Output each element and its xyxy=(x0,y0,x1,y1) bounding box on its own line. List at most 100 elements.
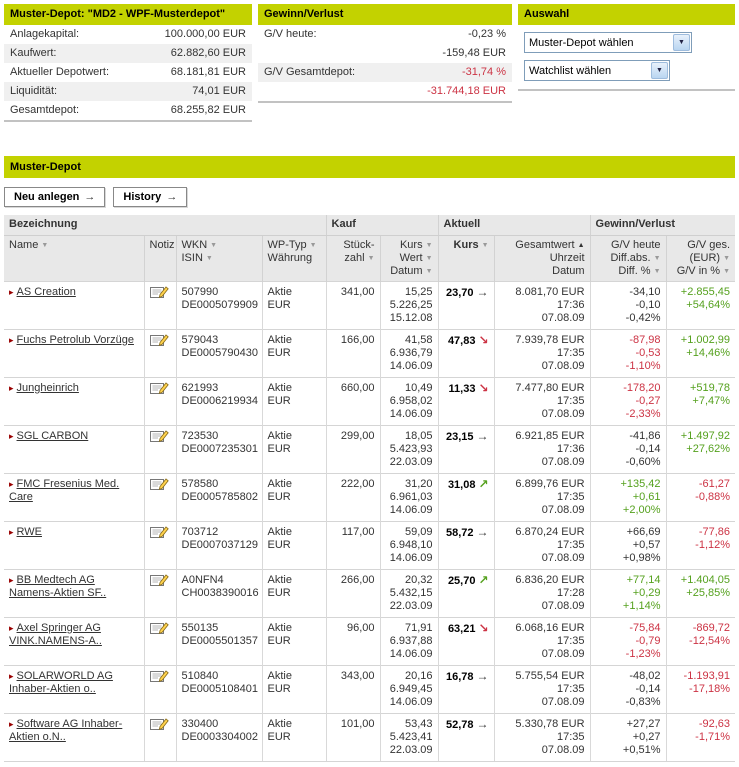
depot-summary-panel: Muster-Depot: "MD2 - WPF-Musterdepot" An… xyxy=(4,4,252,122)
column-header-wptyp[interactable]: WP-Typ ▼ Währung xyxy=(261,235,327,281)
gv-heute-diff-value: +0,61 xyxy=(632,490,661,503)
bullet-icon: ▸ xyxy=(9,430,14,441)
gv-ges-pct-value: -17,18% xyxy=(689,682,731,695)
name-cell: ▸ RWE xyxy=(4,520,144,569)
header-label: Wert xyxy=(399,251,423,264)
gv-heute-diff-value: -0,14 xyxy=(635,682,661,695)
stueckzahl-value: 117,00 xyxy=(341,525,375,538)
sort-descending-icon[interactable]: ▼ xyxy=(653,254,661,262)
column-header-kauf[interactable]: Kurs ▼ Wert ▼ Datum ▼ xyxy=(379,235,439,281)
sort-descending-icon[interactable]: ▼ xyxy=(425,254,433,262)
sort-ascending-icon[interactable]: ▲ xyxy=(577,241,585,249)
column-header-gv-heute[interactable]: G/V heute Diff.abs. ▼ Diff. % ▼ xyxy=(589,235,667,281)
summary-value: -0,23 % xyxy=(468,28,506,40)
summary-value: 68.255,82 EUR xyxy=(170,104,246,116)
uhrzeit-value: 17:35 xyxy=(557,490,585,503)
gv-ges-pct-value: -1,71% xyxy=(695,730,731,743)
sort-descending-icon[interactable]: ▼ xyxy=(425,241,433,249)
note-edit-icon[interactable] xyxy=(149,285,169,303)
position-name-link[interactable]: Fuchs Petrolub Vorzüge xyxy=(16,333,134,346)
waehrung-value: EUR xyxy=(267,346,291,359)
note-edit-icon[interactable] xyxy=(149,381,169,399)
position-row: ▸ Software AG Inhaber-Aktien o.N.. 330400… xyxy=(4,712,736,762)
musterdepot-select[interactable]: Muster-Depot wählen ▼ xyxy=(524,32,692,53)
column-header-gesamtwert[interactable]: Gesamtwert ▲ Uhrzeit Datum xyxy=(493,235,591,281)
position-name-link[interactable]: SGL CARBON xyxy=(16,429,89,442)
sort-descending-icon[interactable]: ▼ xyxy=(205,254,213,262)
sort-descending-icon[interactable]: ▼ xyxy=(41,241,49,249)
position-name-link[interactable]: SOLARWORLD AG Inhaber-Aktien o.. xyxy=(9,669,113,695)
note-edit-icon[interactable] xyxy=(149,477,169,495)
position-name-link[interactable]: FMC Fresenius Med. Care xyxy=(9,477,120,503)
wp-typ-value: Aktie xyxy=(267,525,292,538)
position-row: ▸ SGL CARBON 723530 DE0007235301 Aktie EUR 29… xyxy=(4,424,736,473)
column-group-header: Kauf xyxy=(325,215,439,236)
gv-heute-cell: -48,02 -0,14 -0,83% xyxy=(589,664,667,713)
note-edit-icon[interactable] xyxy=(149,669,169,687)
column-header-notiz[interactable]: Notiz xyxy=(143,235,176,281)
sort-descending-icon[interactable]: ▼ xyxy=(481,241,489,249)
position-name-link[interactable]: AS Creation xyxy=(16,285,76,298)
gv-summary-row: -31.744,18 EUR xyxy=(258,82,512,101)
summary-label: Anlagekapital: xyxy=(10,28,80,40)
position-name-link[interactable]: BB Medtech AG Namens-Aktien SF.. xyxy=(9,573,107,599)
waehrung-value: EUR xyxy=(267,730,291,743)
sort-descending-icon[interactable]: ▼ xyxy=(723,267,731,275)
sort-descending-icon[interactable]: ▼ xyxy=(309,241,317,249)
stueckzahl-value: 96,00 xyxy=(346,621,375,634)
kauf-wert-value: 6.949,45 xyxy=(389,682,433,695)
notiz-cell xyxy=(143,280,176,329)
position-name-link[interactable]: Software AG Inhaber-Aktien o.N.. xyxy=(9,717,123,743)
datum-value: 07.08.09 xyxy=(541,407,585,420)
sort-descending-icon[interactable]: ▼ xyxy=(367,254,375,262)
gv-gesamt-cell: +1.497,92 +27,62% xyxy=(665,424,736,473)
sort-descending-icon[interactable]: ▼ xyxy=(425,267,433,275)
datum-value: 07.08.09 xyxy=(541,647,585,660)
sort-descending-icon[interactable]: ▼ xyxy=(653,267,661,275)
gesamtwert-value: 5.755,54 EUR xyxy=(515,669,585,682)
position-name-link[interactable]: Axel Springer AG VINK.NAMENS-A.. xyxy=(9,621,102,647)
bullet-icon: ▸ xyxy=(9,334,14,345)
note-edit-icon[interactable] xyxy=(149,429,169,447)
note-edit-icon[interactable] xyxy=(149,621,169,639)
watchlist-select[interactable]: Watchlist wählen ▼ xyxy=(524,60,670,81)
gv-heute-cell: -178,20 -0,27 -2,33% xyxy=(589,376,667,425)
gv-heute-pct-value: -1,23% xyxy=(625,647,661,660)
note-edit-icon[interactable] xyxy=(149,717,169,735)
history-button[interactable]: History → xyxy=(113,187,188,207)
neu-anlegen-button[interactable]: Neu anlegen → xyxy=(4,187,106,207)
sort-descending-icon[interactable]: ▼ xyxy=(210,241,218,249)
gv-ges-pct-value: +54,64% xyxy=(686,298,731,311)
gv-ges-pct-value: +7,47% xyxy=(692,394,731,407)
column-header-stueckzahl[interactable]: Stück-zahl ▼ xyxy=(325,235,381,281)
arrow-right-icon: → xyxy=(84,191,96,203)
column-header-name[interactable]: Name ▼ xyxy=(4,235,144,281)
gv-heute-cell: +66,69 +0,57 +0,98% xyxy=(589,520,667,569)
column-header-kurs[interactable]: Kurs ▼ xyxy=(437,235,495,281)
note-edit-icon[interactable] xyxy=(149,573,169,591)
datum-value: 07.08.09 xyxy=(541,743,585,756)
column-header-wkn-isin[interactable]: WKN ▼ ISIN ▼ xyxy=(175,235,262,281)
kauf-cell: 18,05 5.423,93 22.03.09 xyxy=(379,424,439,473)
datum-value: 07.08.09 xyxy=(541,359,585,372)
note-edit-icon[interactable] xyxy=(149,333,169,351)
wkn-value: 723530 xyxy=(181,429,219,442)
dropdown-arrow-icon: ▼ xyxy=(651,62,668,79)
header-label: Währung xyxy=(267,251,313,264)
sort-descending-icon[interactable]: ▼ xyxy=(723,254,731,262)
stueckzahl-value: 166,00 xyxy=(340,333,375,346)
gv-heute-abs-value: -41,86 xyxy=(629,429,661,442)
bullet-icon: ▸ xyxy=(9,526,14,537)
header-line: G/V ges. xyxy=(672,239,730,252)
note-edit-icon[interactable] xyxy=(149,525,169,543)
position-name-link[interactable]: Jungheinrich xyxy=(16,381,79,394)
column-group-header: Gewinn/Verlust xyxy=(589,215,736,236)
gesamtwert-value: 6.921,85 EUR xyxy=(515,429,585,442)
toolbar: Neu anlegen → History → xyxy=(4,187,735,207)
uhrzeit-value: 17:35 xyxy=(557,682,585,695)
header-label: Stück- xyxy=(343,238,375,251)
wptyp-cell: Aktie EUR xyxy=(261,424,327,473)
waehrung-value: EUR xyxy=(267,442,291,455)
column-header-gv-ges[interactable]: G/V ges. (EUR) ▼ G/V in % ▼ xyxy=(665,235,736,281)
position-name-link[interactable]: RWE xyxy=(16,525,42,538)
